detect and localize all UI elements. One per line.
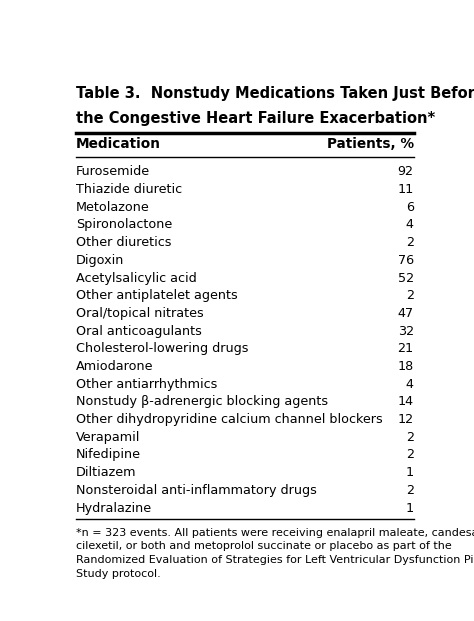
Text: Digoxin: Digoxin (76, 254, 124, 267)
Text: 2: 2 (406, 236, 414, 249)
Text: Spironolactone: Spironolactone (76, 219, 172, 232)
Text: Nonsteroidal anti-inflammatory drugs: Nonsteroidal anti-inflammatory drugs (76, 484, 317, 497)
Text: 4: 4 (406, 378, 414, 391)
Text: Medication: Medication (76, 137, 161, 151)
Text: Nonstudy β-adrenergic blocking agents: Nonstudy β-adrenergic blocking agents (76, 396, 328, 409)
Text: the Congestive Heart Failure Exacerbation*: the Congestive Heart Failure Exacerbatio… (76, 111, 435, 126)
Text: 92: 92 (398, 165, 414, 178)
Text: Cholesterol-lowering drugs: Cholesterol-lowering drugs (76, 342, 248, 355)
Text: Other dihydropyridine calcium channel blockers: Other dihydropyridine calcium channel bl… (76, 413, 383, 426)
Text: 18: 18 (398, 360, 414, 373)
Text: Diltiazem: Diltiazem (76, 466, 137, 479)
Text: 52: 52 (398, 271, 414, 284)
Text: 4: 4 (406, 219, 414, 232)
Text: Other diuretics: Other diuretics (76, 236, 171, 249)
Text: Oral anticoagulants: Oral anticoagulants (76, 325, 201, 338)
Text: 21: 21 (398, 342, 414, 355)
Text: 14: 14 (398, 396, 414, 409)
Text: 32: 32 (398, 325, 414, 338)
Text: 2: 2 (406, 289, 414, 302)
Text: Acetylsalicylic acid: Acetylsalicylic acid (76, 271, 197, 284)
Text: 6: 6 (406, 201, 414, 214)
Text: 2: 2 (406, 484, 414, 497)
Text: *n = 323 events. All patients were receiving enalapril maleate, candesartan
cile: *n = 323 events. All patients were recei… (76, 528, 474, 579)
Text: 1: 1 (406, 502, 414, 515)
Text: Patients, %: Patients, % (327, 137, 414, 151)
Text: Hydralazine: Hydralazine (76, 502, 152, 515)
Text: Table 3.  Nonstudy Medications Taken Just Before: Table 3. Nonstudy Medications Taken Just… (76, 86, 474, 101)
Text: Thiazide diuretic: Thiazide diuretic (76, 183, 182, 196)
Text: 2: 2 (406, 431, 414, 444)
Text: 12: 12 (398, 413, 414, 426)
Text: 47: 47 (398, 307, 414, 320)
Text: 11: 11 (398, 183, 414, 196)
Text: Other antiplatelet agents: Other antiplatelet agents (76, 289, 237, 302)
Text: 1: 1 (406, 466, 414, 479)
Text: Nifedipine: Nifedipine (76, 448, 141, 461)
Text: Amiodarone: Amiodarone (76, 360, 153, 373)
Text: Oral/topical nitrates: Oral/topical nitrates (76, 307, 203, 320)
Text: Metolazone: Metolazone (76, 201, 149, 214)
Text: 76: 76 (398, 254, 414, 267)
Text: 2: 2 (406, 448, 414, 461)
Text: Furosemide: Furosemide (76, 165, 150, 178)
Text: Other antiarrhythmics: Other antiarrhythmics (76, 378, 217, 391)
Text: Verapamil: Verapamil (76, 431, 140, 444)
